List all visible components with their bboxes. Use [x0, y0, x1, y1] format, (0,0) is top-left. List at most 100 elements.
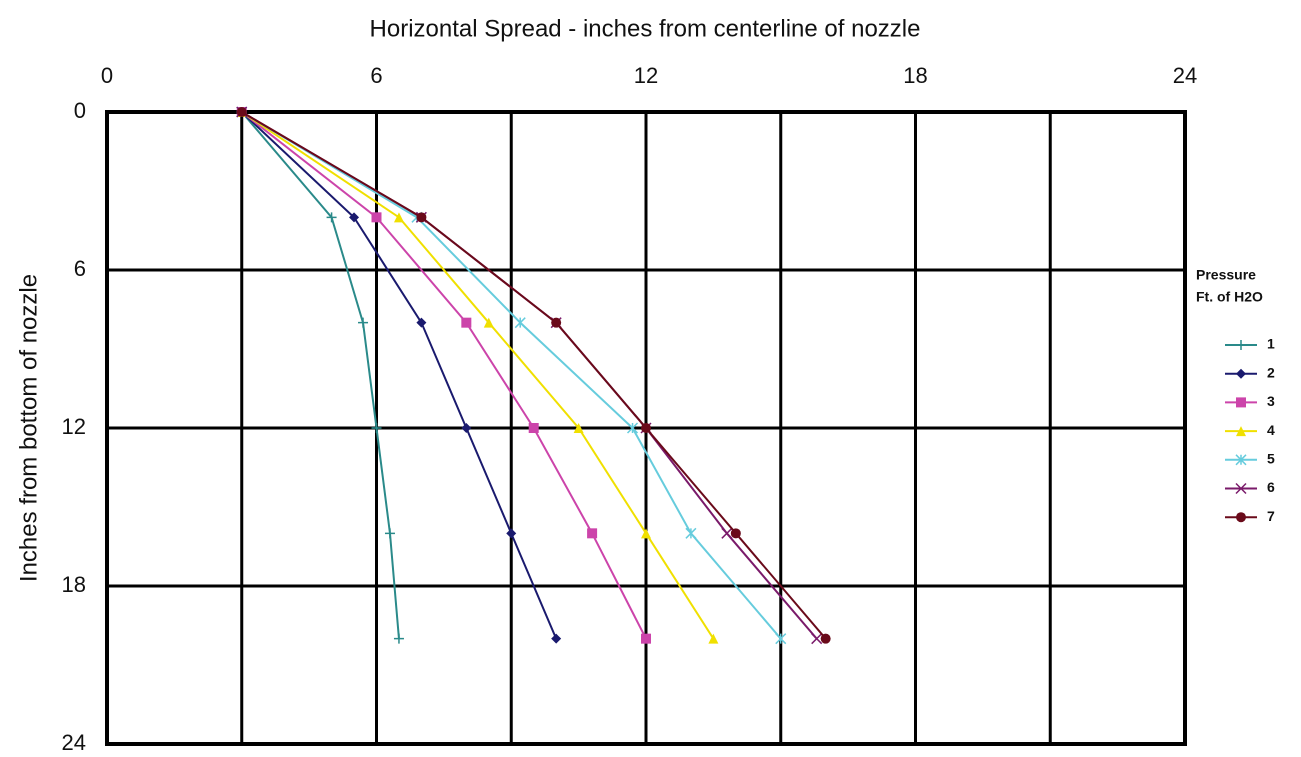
marker — [641, 423, 651, 433]
marker-shape — [551, 317, 562, 328]
legend-label: 2 — [1267, 364, 1275, 380]
marker-shape — [641, 528, 651, 539]
marker-shape — [775, 633, 787, 645]
legend-label: 5 — [1267, 451, 1275, 467]
marker-shape — [514, 317, 526, 329]
marker — [326, 212, 337, 223]
marker — [1236, 426, 1246, 437]
marker — [1235, 482, 1247, 495]
series-line — [241, 111, 715, 640]
marker — [641, 528, 651, 539]
marker — [506, 528, 517, 539]
marker-shape — [685, 527, 697, 539]
series-line — [241, 111, 827, 640]
marker-shape — [641, 423, 651, 433]
x-tick-label: 6 — [370, 63, 382, 88]
marker-shape — [1236, 397, 1246, 408]
marker-shape — [358, 317, 369, 328]
marker — [811, 633, 823, 645]
marker-shape — [461, 423, 472, 433]
marker-shape — [384, 528, 395, 539]
marker — [551, 633, 562, 644]
marker-shape — [1236, 340, 1246, 350]
marker — [384, 528, 395, 539]
marker-shape — [393, 633, 404, 644]
marker — [349, 212, 360, 223]
marker-shape — [1236, 512, 1246, 523]
marker-shape — [1236, 426, 1246, 437]
marker — [416, 317, 427, 328]
legend-label: 7 — [1267, 508, 1275, 524]
legend-label: 6 — [1267, 479, 1275, 495]
marker-shape — [1235, 482, 1247, 495]
marker — [461, 317, 472, 328]
x-tick-label: 24 — [1173, 63, 1197, 88]
marker — [1236, 368, 1246, 379]
marker-shape — [416, 212, 427, 223]
marker-shape — [371, 212, 382, 223]
marker-shape — [708, 633, 719, 644]
series-line — [241, 111, 818, 640]
marker-shape — [1235, 454, 1247, 466]
y-axis-label: Inches from bottom of nozzle — [15, 274, 42, 582]
plot-border — [105, 110, 1187, 746]
marker — [236, 107, 247, 117]
series-line — [240, 111, 400, 639]
marker-shape — [326, 212, 337, 223]
marker-shape — [587, 528, 598, 539]
series-line — [241, 111, 782, 640]
marker — [775, 633, 787, 645]
marker-shape — [461, 317, 472, 328]
y-tick-label: 6 — [74, 256, 86, 281]
y-tick-label: 0 — [74, 98, 86, 123]
marker — [730, 528, 741, 539]
marker — [708, 633, 719, 644]
marker-shape — [573, 423, 584, 433]
marker — [358, 317, 369, 328]
marker — [721, 527, 733, 539]
marker — [820, 633, 831, 644]
y-tick-label: 24 — [62, 730, 86, 755]
marker-shape — [506, 528, 517, 539]
marker — [685, 527, 697, 539]
marker — [393, 212, 404, 223]
x-tick-label: 0 — [101, 63, 113, 88]
marker — [371, 423, 382, 433]
marker — [1236, 397, 1246, 408]
series-line — [241, 111, 647, 640]
y-tick-label: 18 — [62, 572, 86, 597]
marker — [461, 423, 472, 433]
marker-shape — [626, 422, 639, 434]
marker — [587, 528, 598, 539]
marker — [1236, 512, 1246, 523]
marker — [483, 317, 494, 328]
legend-label: 1 — [1267, 336, 1275, 352]
marker — [528, 423, 539, 433]
marker — [551, 317, 562, 328]
legend-title: Pressure — [1196, 267, 1256, 283]
legend-title: Ft. of H2O — [1196, 289, 1263, 305]
x-tick-label: 12 — [634, 63, 658, 88]
marker-shape — [1236, 368, 1246, 379]
marker — [573, 423, 584, 433]
y-tick-label: 12 — [62, 414, 86, 439]
marker — [641, 633, 651, 644]
marker-shape — [371, 423, 382, 433]
legend-label: 3 — [1267, 393, 1275, 409]
marker-shape — [811, 633, 823, 645]
x-tick-label: 18 — [903, 63, 927, 88]
marker-shape — [416, 317, 427, 328]
marker — [626, 422, 639, 434]
marker — [393, 633, 404, 644]
chart-title: Horizontal Spread - inches from centerli… — [370, 15, 921, 42]
marker-shape — [820, 633, 831, 644]
marker-shape — [236, 107, 247, 117]
marker-shape — [483, 317, 494, 328]
marker — [514, 317, 526, 329]
series-line — [241, 111, 558, 640]
marker-shape — [730, 528, 741, 539]
marker-shape — [528, 423, 539, 433]
marker — [371, 212, 382, 223]
